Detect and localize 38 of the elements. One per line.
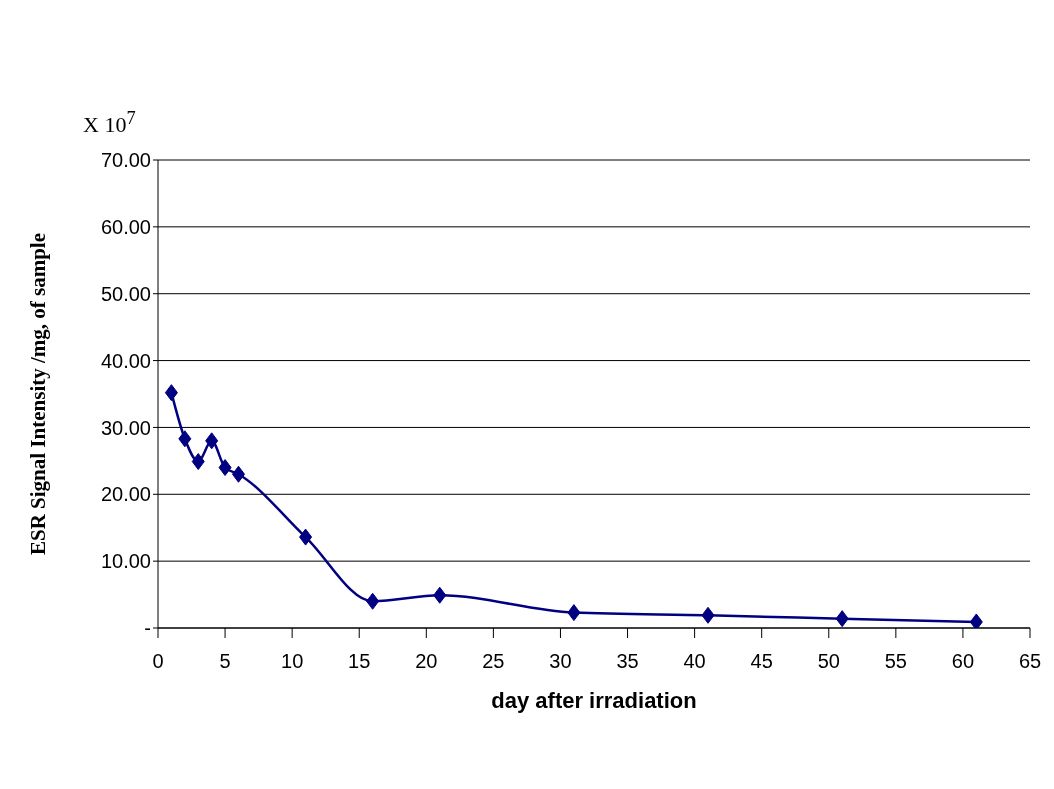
- x-axis-title: day after irradiation: [491, 688, 697, 713]
- point: [299, 528, 313, 546]
- x-tick-label: 50: [817, 650, 840, 673]
- x-tick-label: 5: [219, 650, 231, 673]
- x-tick-label: 45: [750, 650, 773, 673]
- x-tick-label: 65: [1018, 650, 1042, 673]
- x-tick-label: 40: [683, 650, 706, 673]
- x-tick-label: 15: [348, 650, 371, 673]
- y-tick-label: 50.00: [100, 282, 151, 305]
- x-tick-label: 55: [884, 650, 907, 673]
- point: [164, 384, 178, 402]
- x-tick-label: 35: [616, 650, 639, 673]
- y-tick-label: 20.00: [100, 483, 151, 506]
- y-tick-label: 60.00: [100, 215, 151, 238]
- point: [231, 465, 245, 483]
- point: [835, 610, 849, 628]
- point: [567, 604, 581, 622]
- point: [701, 606, 715, 624]
- x-tick-label: 20: [415, 650, 438, 673]
- point: [178, 430, 192, 448]
- point: [191, 453, 205, 471]
- x-tick-label: 0: [152, 650, 164, 673]
- x-tick-label: 30: [549, 650, 572, 673]
- y-tick-label: 40.00: [100, 349, 151, 372]
- text: X 10$^{7}$: [83, 108, 136, 139]
- point: [366, 592, 380, 610]
- y-tick-label: 30.00: [100, 416, 151, 439]
- point: [969, 613, 983, 628]
- point: [433, 586, 447, 604]
- y-tick-label: 70.00: [100, 149, 151, 172]
- x-tick-label: 25: [482, 650, 505, 673]
- point: [218, 459, 232, 477]
- x-tick-label: 60: [951, 650, 975, 673]
- x-tick-label: 10: [281, 650, 304, 673]
- y-axis-title: ESR Signal Intensity /mg, of sample: [26, 232, 51, 556]
- point: [205, 432, 219, 450]
- y-tick-label: 10.00: [100, 550, 151, 573]
- y-tick-label: -: [144, 617, 151, 640]
